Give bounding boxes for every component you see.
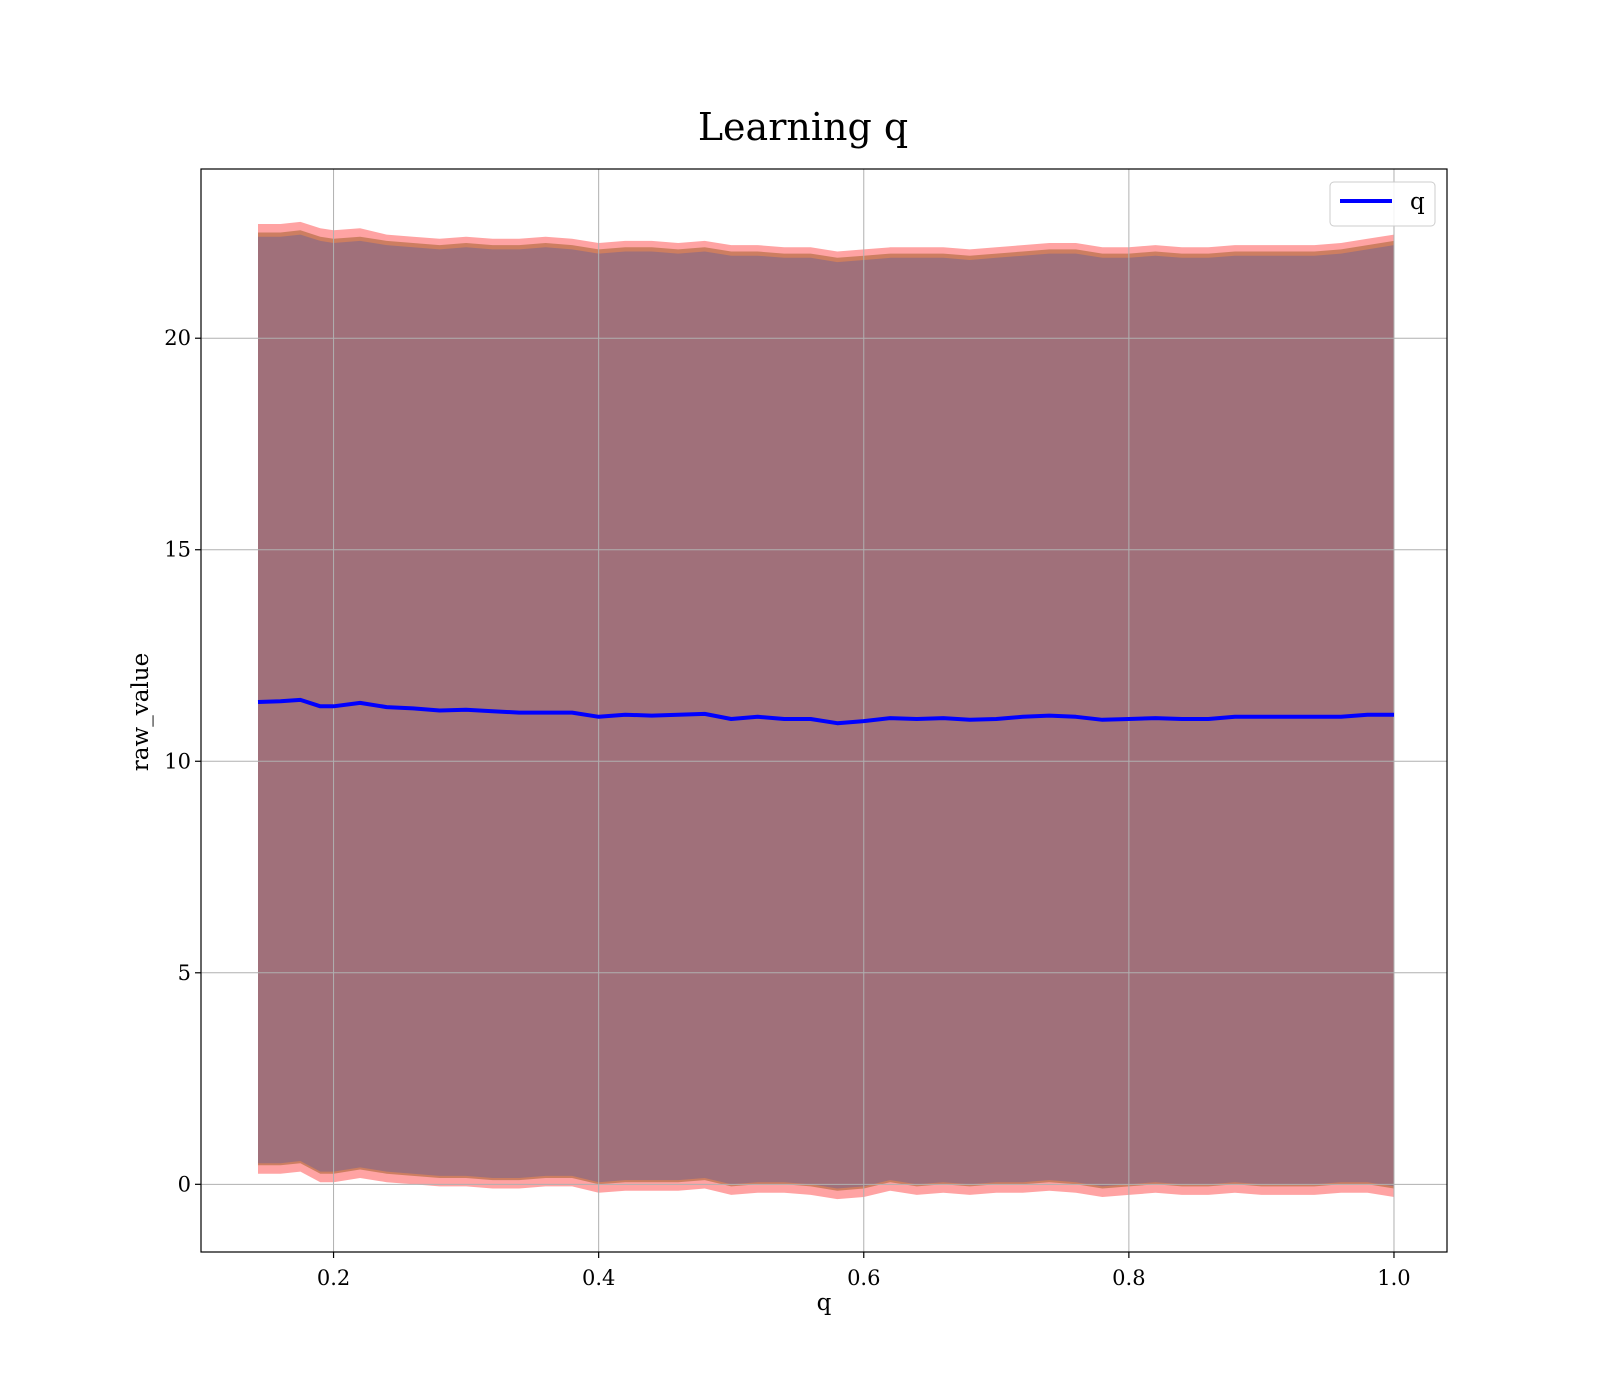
x-tick-label: 1.0 [1377, 1266, 1410, 1290]
legend: q [1329, 181, 1436, 227]
legend-box [1329, 181, 1436, 227]
y-axis-ticks: 0 5 10 15 20 [164, 326, 201, 1196]
y-tick-label: 15 [164, 538, 191, 562]
x-tick-label: 0.6 [847, 1266, 880, 1290]
x-axis-ticks: 0.2 0.4 0.6 0.8 1.0 [317, 1252, 1411, 1290]
grid [201, 169, 1447, 1252]
series-line-q [257, 697, 1394, 726]
confidence-bands [258, 221, 1394, 1200]
x-axis-label: q [817, 1290, 832, 1316]
y-tick-label: 5 [178, 961, 191, 985]
x-tick-label: 0.8 [1112, 1266, 1145, 1290]
y-tick-label: 20 [164, 326, 191, 350]
x-tick-label: 0.2 [317, 1266, 350, 1290]
legend-label-q: q [1410, 189, 1425, 215]
series-lines [257, 697, 1394, 726]
band-inner [258, 234, 1394, 1189]
plot-frame [200, 168, 1448, 1253]
y-tick-label: 10 [164, 749, 191, 773]
chart-title: Learning q [698, 105, 908, 149]
x-tick-label: 0.4 [582, 1266, 615, 1290]
y-axis-label: raw_value [128, 653, 154, 771]
y-tick-label: 0 [178, 1172, 191, 1196]
